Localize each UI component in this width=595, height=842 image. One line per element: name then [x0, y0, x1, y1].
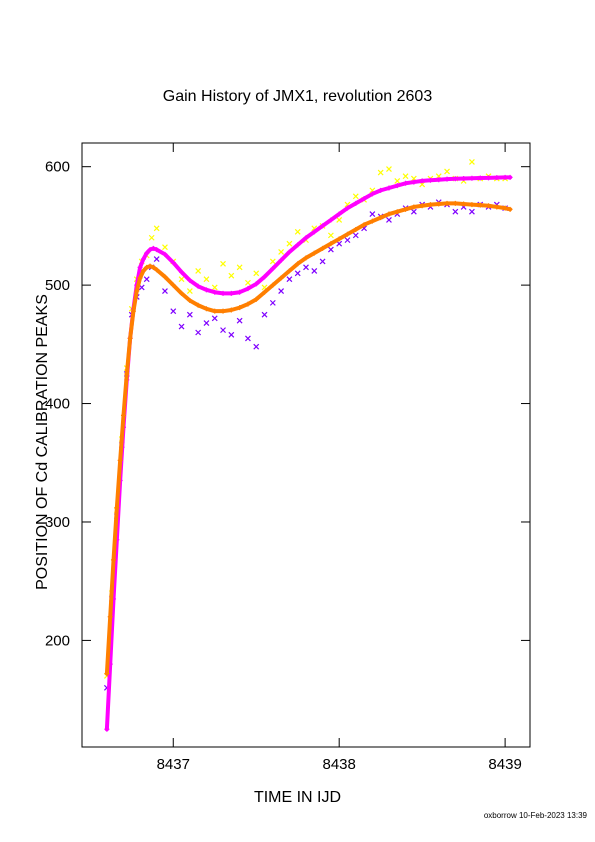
data-point	[228, 272, 235, 279]
y-axis-label: POSITION OF Cd CALIBRATION PEAKS	[34, 294, 51, 590]
series-1	[103, 199, 509, 691]
data-point	[245, 335, 251, 342]
data-point	[178, 276, 185, 283]
data-point	[327, 246, 334, 253]
data-point	[336, 217, 343, 223]
data-point	[245, 279, 251, 286]
data-point	[311, 267, 318, 274]
data-point	[369, 211, 376, 217]
data-point	[220, 327, 226, 334]
data-point	[352, 232, 359, 239]
data-point	[303, 264, 309, 271]
x-tick-label: 8438	[322, 756, 355, 773]
data-point	[261, 311, 268, 318]
y-tick-label: 500	[45, 277, 70, 294]
data-point	[143, 276, 150, 283]
series-trace	[104, 201, 513, 676]
data-point	[269, 299, 276, 306]
chart-title: Gain History of JMX1, revolution 2603	[162, 88, 433, 105]
data-point	[352, 193, 359, 200]
data-point	[386, 166, 392, 172]
data-point	[236, 317, 243, 324]
x-axis-label: TIME IN IJD	[253, 789, 342, 806]
data-point	[327, 232, 334, 239]
data-point	[319, 258, 326, 265]
series-trace	[104, 175, 513, 732]
data-point	[186, 311, 193, 318]
data-point	[220, 260, 226, 267]
data-point	[253, 270, 260, 277]
data-point	[377, 169, 384, 176]
data-point	[394, 177, 401, 184]
data-point	[162, 244, 168, 251]
series-3	[104, 200, 513, 677]
data-point	[269, 258, 276, 265]
x-tick-label: 8439	[488, 756, 521, 773]
x-axis-ticks: 8437 8438 8439	[157, 143, 522, 773]
y-tick-label: 300	[45, 514, 70, 531]
data-point	[170, 308, 177, 315]
y-axis-ticks: 200 300 400 500 600	[45, 159, 530, 649]
y-tick-label: 400	[45, 396, 70, 413]
data-point	[228, 331, 235, 338]
data-point	[402, 173, 409, 180]
data-point	[344, 237, 351, 244]
data-point	[203, 320, 210, 326]
data-point	[444, 168, 450, 175]
data-point	[195, 329, 202, 336]
data-point	[386, 217, 392, 223]
data-point	[211, 284, 218, 291]
data-point	[162, 288, 168, 294]
data-point	[294, 228, 301, 235]
data-point	[253, 343, 260, 350]
footer-stamp: oxborrow 10-Feb-2023 13:39	[483, 811, 587, 820]
data-point	[148, 234, 155, 241]
y-tick-label: 600	[45, 159, 70, 176]
data-point	[278, 288, 285, 294]
data-point	[278, 249, 285, 255]
data-point	[452, 208, 459, 215]
data-point	[469, 208, 475, 215]
data-point	[178, 323, 185, 330]
data-point	[211, 315, 218, 322]
data-point	[236, 264, 243, 271]
data-point	[186, 288, 193, 294]
data-point	[153, 256, 160, 262]
data-point	[410, 208, 417, 215]
data-point	[195, 267, 202, 274]
y-tick-label: 200	[45, 632, 70, 649]
series-2	[104, 174, 513, 732]
x-tick-label: 8437	[157, 756, 190, 773]
data-point	[153, 225, 160, 232]
data-point	[286, 276, 293, 283]
plot-frame	[81, 142, 531, 748]
data-point	[203, 276, 210, 283]
data-point	[294, 270, 301, 277]
data-point	[469, 159, 475, 165]
series-layer	[103, 159, 513, 732]
data-point	[286, 240, 293, 247]
